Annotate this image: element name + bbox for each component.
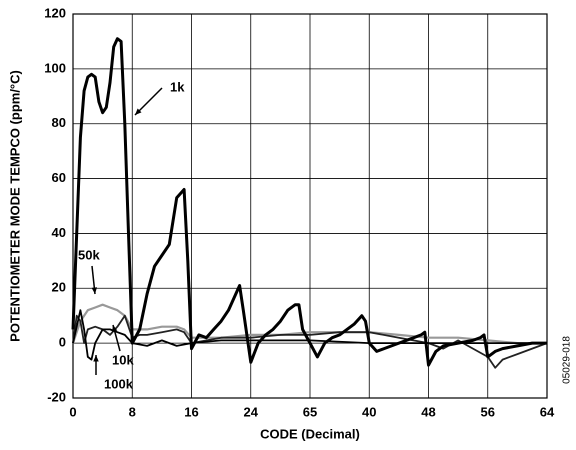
x-axis-label: CODE (Decimal) (260, 426, 360, 441)
y-tick-label: 40 (52, 225, 66, 240)
x-tick-label: 16 (184, 404, 198, 419)
series-line (72, 309, 547, 361)
arrow-head (112, 325, 118, 332)
series-line (71, 303, 547, 345)
x-tick-label: 0 (69, 404, 76, 419)
series-line (71, 37, 547, 367)
y-tick-label: 120 (44, 5, 66, 20)
series-label: 1k (170, 79, 185, 94)
x-tick-label: 8 (129, 404, 136, 419)
x-tick-label: 40 (362, 404, 376, 419)
plot-frame (72, 13, 548, 399)
series-label: 50k (78, 247, 100, 262)
x-tick-label: 65 (303, 404, 317, 419)
x-tick-label: 24 (244, 404, 259, 419)
arrow-head (135, 108, 142, 115)
y-tick-label: -20 (47, 389, 66, 404)
figure-id: 05029-018 (562, 336, 573, 384)
arrow-head (93, 355, 99, 362)
x-tick-label: 64 (540, 404, 555, 419)
series-label: 100k (104, 376, 134, 391)
y-tick-label: 0 (59, 335, 66, 350)
series-label: 10k (112, 352, 134, 367)
y-axis-label: POTENTIOMETER MODE TEMPCO (ppm/°C) (7, 70, 22, 342)
y-tick-label: 80 (52, 115, 66, 130)
x-tick-label: 56 (481, 404, 495, 419)
y-tick-label: 100 (44, 60, 66, 75)
y-tick-label: 60 (52, 170, 66, 185)
y-tick-label: 20 (52, 280, 66, 295)
arrow-head (91, 287, 98, 294)
x-tick-label: 48 (421, 404, 435, 419)
